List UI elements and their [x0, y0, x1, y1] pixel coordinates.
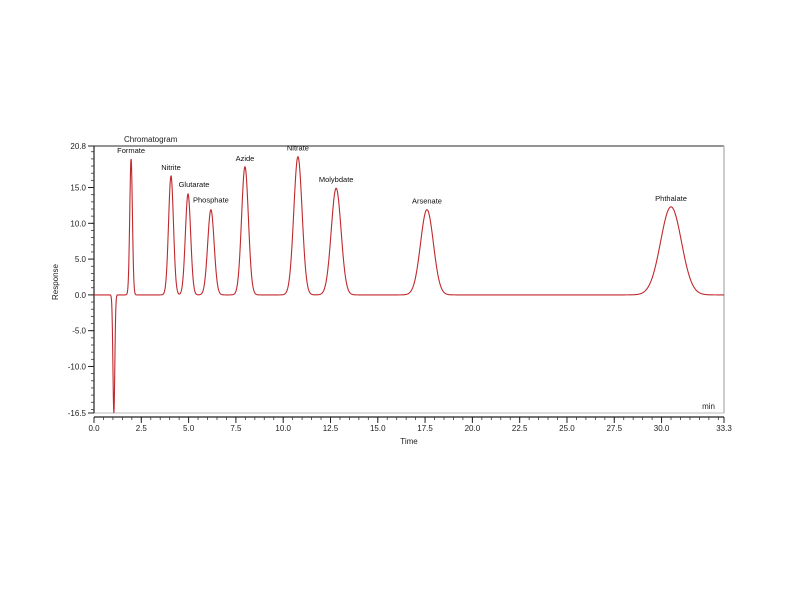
x-tick-label: 30.0 — [654, 424, 670, 433]
peak-label: Phosphate — [193, 196, 229, 205]
peak-label: Glutarate — [179, 180, 210, 189]
x-tick-label: 7.5 — [230, 424, 242, 433]
x-tick-label: 15.0 — [370, 424, 386, 433]
y-tick-label: -10.0 — [68, 362, 87, 371]
y-tick-label: 10.0 — [70, 219, 86, 228]
y-tick-label: -5.0 — [72, 327, 86, 336]
x-tick-label: 12.5 — [323, 424, 339, 433]
peak-label: Azide — [236, 154, 255, 163]
x-tick-label: 0.0 — [88, 424, 100, 433]
x-unit-label: min — [702, 402, 715, 411]
peak-label: Arsenate — [412, 197, 442, 206]
x-tick-label: 20.0 — [465, 424, 481, 433]
peak-labels: Formate Nitrite Glutarate Phosphate Azide Nit… — [117, 144, 687, 206]
x-tick-label: 5.0 — [183, 424, 195, 433]
x-tick-label: 27.5 — [606, 424, 622, 433]
y-axis: 20.8 15.0 10.0 5.0 0.0 -5.0 -10.0 -16.5 — [68, 142, 95, 418]
peak-label: Nitrate — [287, 144, 309, 153]
y-tick-label: 0.0 — [75, 291, 87, 300]
peak-label: Molybdate — [319, 175, 354, 184]
peak-label: Phthalate — [655, 194, 687, 203]
chromatogram-trace — [94, 156, 724, 414]
y-tick-label: 5.0 — [75, 255, 87, 264]
x-tick-label: 22.5 — [512, 424, 528, 433]
x-tick-label: 25.0 — [559, 424, 575, 433]
x-tick-label: 10.0 — [275, 424, 291, 433]
x-tick-label: 2.5 — [136, 424, 148, 433]
y-tick-label: -16.5 — [68, 409, 87, 418]
y-axis-title: Response — [51, 263, 60, 300]
x-tick-label: 17.5 — [417, 424, 433, 433]
chart-title: Chromatogram — [124, 135, 178, 144]
peak-label: Nitrite — [161, 163, 181, 172]
x-axis: 0.0 2.5 5.0 7.5 10.0 12.5 15.0 17.5 20.0 22.5 25.0… — [88, 416, 732, 433]
peak-label: Formate — [117, 146, 145, 155]
x-axis-title: Time — [400, 437, 418, 446]
y-tick-label: 15.0 — [70, 184, 86, 193]
x-tick-label: 33.3 — [716, 424, 732, 433]
y-tick-label: 20.8 — [70, 142, 86, 151]
